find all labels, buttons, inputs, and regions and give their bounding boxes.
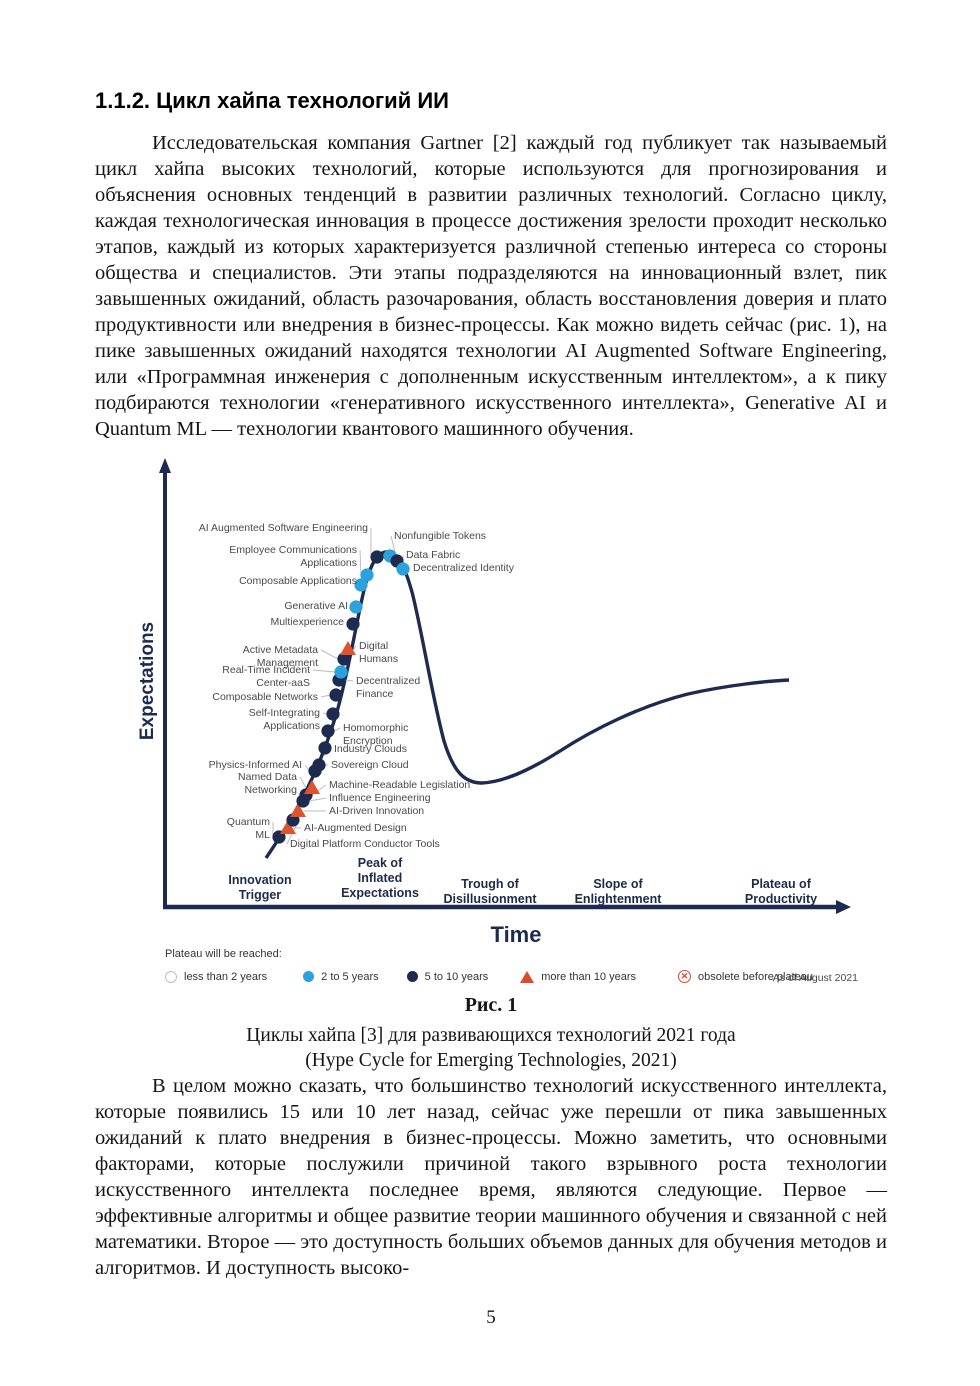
leader-line: [299, 776, 307, 789]
x-axis-label: Time: [490, 922, 542, 947]
chart-point-label: Multiexperience: [270, 616, 344, 628]
chart-point-label: AI Augmented Software Engineering: [198, 522, 368, 534]
leader-line: [344, 679, 354, 682]
chart-point-marker-lightblue: [349, 600, 363, 614]
data-point-markers: [272, 549, 410, 844]
chart-point-label: Data Fabric: [406, 549, 461, 561]
chart-point-marker-navy: [318, 741, 332, 755]
chart-point-marker-navy: [346, 617, 360, 631]
chart-point-label: AI-Augmented Design: [304, 822, 407, 834]
y-axis-arrow-icon: [159, 458, 171, 473]
chart-point-marker-triangle: [290, 803, 306, 817]
chart-point-label: Quantum ML: [226, 816, 270, 841]
triangle-marker-icon: [520, 970, 535, 983]
legend: less than 2 years 2 to 5 years 5 to 10 yea…: [165, 970, 858, 983]
chart-point-marker-triangle: [340, 641, 356, 655]
phase-label-4: Plateau of Productivity: [744, 877, 818, 906]
x-axis-arrow-icon: [836, 900, 851, 914]
chart-point-label: Composable Networks: [212, 691, 318, 703]
chart-point-label: Digital Humans: [359, 640, 399, 665]
hype-cycle-chart: Expectations Time Quantum ML AI-Augmented…: [137, 456, 858, 990]
legend-item: 2 to 5 years: [303, 970, 379, 983]
chart-point-marker-lightblue: [334, 665, 348, 679]
figure-number: Рис. 1: [464, 994, 518, 1016]
section-heading: 1.1.2. Цикл хайпа технологий ИИ: [95, 88, 449, 113]
legend-item: 5 to 10 years: [406, 970, 489, 983]
as-of-date: As of August 2021: [772, 972, 858, 984]
chart-point-marker-lightblue: [354, 578, 368, 592]
chart-point-label: Homomorphic Encryption: [343, 722, 409, 747]
chart-point-label: AI-Driven Innovation: [329, 805, 425, 817]
caption-line-2: (Hype Cycle for Emerging Technologies, 2…: [305, 1050, 677, 1071]
chart-point-label: Industry Clouds: [334, 743, 407, 755]
hype-curve-svg: [159, 458, 851, 914]
caption-line-1: Циклы хайпа [3] для развивающихся технол…: [246, 1025, 736, 1046]
leader-line: [304, 764, 310, 772]
legend-item-label: less than 2 years: [184, 970, 268, 983]
leader-line: [353, 645, 357, 650]
chart-point-label: Influence Engineering: [329, 792, 431, 804]
document-page: 1.1.2. Цикл хайпа технологий ИИ Исследов…: [95, 88, 887, 1328]
leader-line: [359, 549, 362, 576]
phase-label-1: Peak of Inflated Expectations: [341, 856, 419, 900]
legend-item: more than 10 years: [520, 970, 637, 983]
chart-point-label: Decentralized Finance: [356, 675, 421, 700]
leader-line: [308, 797, 327, 802]
page-number: 5: [486, 1307, 496, 1328]
legend-item: less than 2 years: [165, 970, 268, 983]
figure-caption: Рис. 1 Циклы хайпа [3] для развивающихся…: [95, 994, 887, 1073]
chart-point-marker-lightblue: [396, 562, 410, 576]
chart-point-marker-triangle: [304, 780, 320, 794]
paragraph-conclusion: В целом можно сказать, что большинство т…: [95, 1075, 887, 1279]
chart-point-marker-navy: [321, 724, 335, 738]
chart-point-label: Decentralized Identity: [413, 562, 514, 574]
phase-label-2: Trough of Disillusionment: [443, 877, 537, 906]
chart-point-label: Sovereign Cloud: [331, 759, 409, 771]
legend-title: Plateau will be reached:: [165, 948, 282, 960]
chart-point-label: Physics-Informed AI: [208, 759, 302, 771]
chart-point-marker-lightblue: [360, 568, 374, 582]
leader-line: [312, 669, 336, 673]
leader-line: [322, 712, 328, 715]
paragraph-intro: Исследовательская компания Gartner [2] к…: [95, 132, 887, 440]
navy-marker-icon: [406, 971, 418, 982]
phase-label-0: Innovation Trigger: [228, 873, 292, 902]
lightblue-marker-icon: [303, 971, 315, 982]
chart-point-label: Employee Communications Applications: [229, 544, 357, 569]
leader-line: [320, 694, 331, 698]
leader-line: [320, 649, 339, 660]
legend-item-label: obsolete before plateau: [698, 970, 813, 983]
chart-point-label: Machine-Readable Legislation: [329, 779, 471, 791]
chart-point-label: Named Data Networking: [238, 771, 297, 796]
open-marker-icon: [165, 970, 177, 983]
chart-point-marker-navy: [370, 550, 384, 564]
chart-point-label: Composable Applications: [239, 575, 357, 587]
chart-point-label: Active Metadata Management: [242, 644, 318, 669]
chart-point-label: Digital Platform Conductor Tools: [290, 838, 440, 850]
chart-point-marker-triangle: [280, 820, 296, 834]
crossed-marker-icon: ✕: [678, 970, 692, 983]
y-axis-label: Expectations: [137, 621, 158, 741]
chart-point-marker-navy: [337, 652, 351, 666]
legend-item: ✕ obsolete before plateau: [678, 970, 813, 983]
chart-point-label: Nonfungible Tokens: [394, 530, 487, 542]
figure-hype-cycle: Expectations Time Quantum ML AI-Augmented…: [95, 456, 887, 1073]
leader-line: [333, 727, 341, 732]
chart-point-label: Real-Time Incident Center-aaS: [222, 664, 310, 689]
chart-point-label: Self-Integrating Applications: [248, 707, 320, 732]
legend-item-label: 2 to 5 years: [321, 970, 379, 983]
chart-point-label: Generative AI: [284, 600, 348, 612]
chart-point-marker-navy: [312, 758, 326, 772]
legend-item-label: 5 to 10 years: [424, 970, 489, 983]
phase-label-3: Slope of Enlightenment: [574, 877, 662, 906]
chart-point-marker-navy: [326, 707, 340, 721]
chart-point-marker-navy: [329, 688, 343, 702]
legend-item-label: more than 10 years: [541, 970, 637, 983]
